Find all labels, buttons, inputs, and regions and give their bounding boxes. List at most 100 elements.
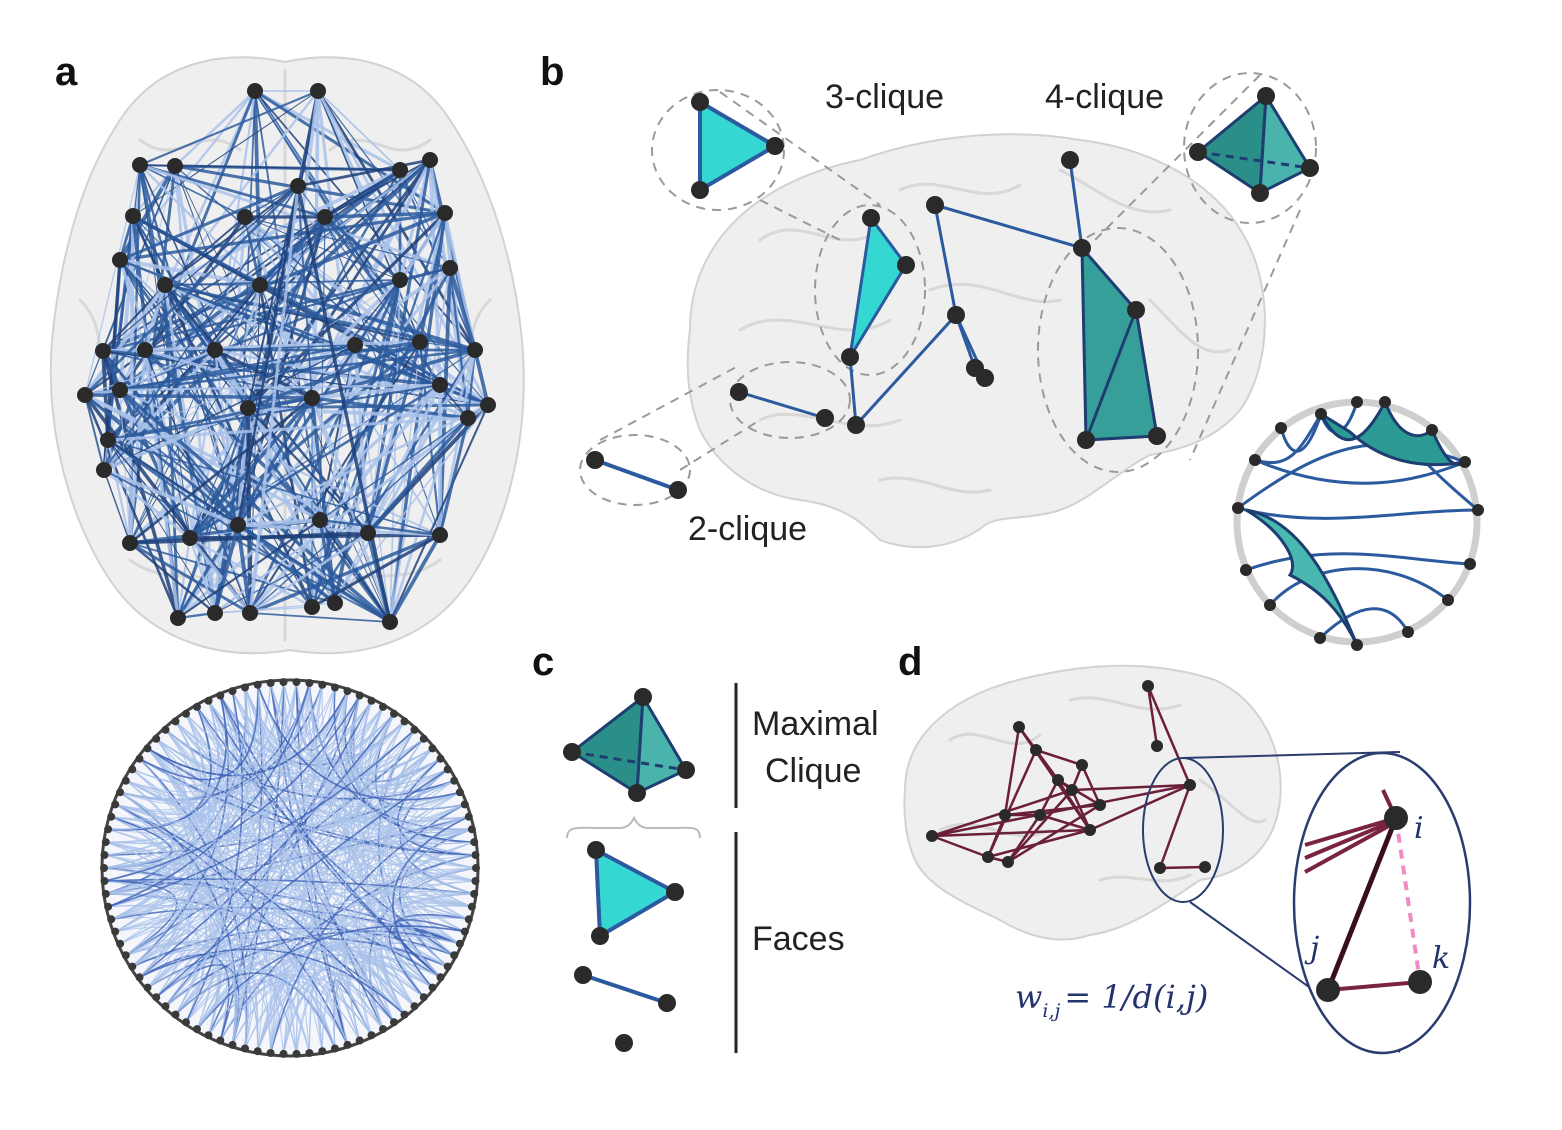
circular-edge bbox=[108, 905, 200, 1015]
maroon-edge bbox=[1158, 784, 1192, 869]
node-icon bbox=[355, 691, 364, 700]
circular-edge bbox=[107, 729, 416, 908]
circular-edge bbox=[114, 684, 323, 933]
zoom-leader-lines bbox=[599, 74, 1301, 471]
axial-edge bbox=[103, 185, 299, 471]
circular-edge bbox=[390, 738, 477, 869]
axial-edge bbox=[254, 89, 401, 172]
node-icon bbox=[143, 744, 152, 753]
axial-edge bbox=[311, 348, 476, 400]
circular-edge bbox=[105, 841, 415, 1007]
axial-edge bbox=[249, 417, 469, 614]
axial-edge bbox=[247, 406, 469, 420]
axial-edge bbox=[310, 397, 337, 604]
circular-edge bbox=[104, 878, 475, 895]
circular-edge bbox=[103, 803, 174, 869]
axial-edge bbox=[83, 394, 180, 619]
maroon-edge bbox=[987, 828, 1091, 859]
node-icon bbox=[982, 851, 994, 863]
node-icon bbox=[331, 683, 339, 692]
node-icon bbox=[410, 725, 419, 734]
node-icon bbox=[1240, 564, 1252, 576]
circular-plot-nodes bbox=[100, 678, 480, 1058]
axial-edge bbox=[248, 279, 402, 614]
circular-edge bbox=[139, 948, 406, 1016]
sagittal-brain-small-icon bbox=[903, 664, 1282, 941]
node-icon bbox=[1351, 396, 1363, 408]
axial-edge bbox=[188, 537, 217, 614]
node-icon bbox=[1151, 740, 1163, 752]
node-icon bbox=[112, 252, 128, 268]
maroon-edge bbox=[931, 828, 1091, 838]
node-icon bbox=[587, 841, 605, 859]
axial-edge bbox=[246, 407, 252, 614]
node-icon bbox=[460, 410, 476, 426]
node-icon bbox=[240, 400, 256, 416]
node-icon bbox=[1199, 861, 1211, 873]
faces-label: Faces bbox=[752, 920, 845, 958]
maroon-network-nodes bbox=[926, 680, 1211, 874]
node-icon bbox=[1314, 632, 1326, 644]
node-icon bbox=[111, 927, 120, 936]
brain-4clique-edge bbox=[1084, 309, 1138, 441]
axial-edge bbox=[244, 216, 401, 281]
node-icon bbox=[331, 1044, 339, 1053]
node-icon bbox=[279, 678, 288, 687]
node-icon bbox=[107, 915, 116, 924]
maroon-edge bbox=[931, 834, 989, 859]
node-icon bbox=[400, 1010, 409, 1019]
node-icon bbox=[230, 517, 246, 533]
axial-network-nodes bbox=[77, 83, 496, 630]
circular-edge bbox=[115, 803, 473, 908]
circular-edge bbox=[139, 684, 259, 781]
circular-edge bbox=[333, 841, 475, 1049]
axial-edge bbox=[84, 348, 476, 397]
node-icon bbox=[1472, 504, 1484, 516]
node-i-icon bbox=[1384, 806, 1408, 830]
circular-edge bbox=[404, 791, 475, 845]
node-icon bbox=[472, 864, 480, 872]
axial-edge bbox=[119, 349, 216, 391]
sagittal-brain-icon bbox=[686, 133, 1266, 549]
circular-edge bbox=[257, 684, 270, 1052]
axial-edge bbox=[106, 439, 132, 544]
node-icon bbox=[318, 1047, 327, 1056]
node-icon bbox=[410, 1002, 419, 1011]
node-icon bbox=[1076, 759, 1088, 771]
axial-edge bbox=[310, 397, 370, 534]
node-icon bbox=[161, 725, 170, 734]
node-icon bbox=[1379, 396, 1391, 408]
node-icon bbox=[437, 205, 453, 221]
axial-edge bbox=[249, 533, 441, 615]
axial-edge bbox=[164, 216, 246, 286]
panel-a-label: a bbox=[55, 50, 78, 94]
maroon-edge bbox=[1057, 778, 1101, 807]
circular-edge bbox=[175, 721, 242, 1045]
node-icon bbox=[1257, 87, 1275, 105]
axial-edge bbox=[119, 258, 261, 287]
node-icon bbox=[327, 595, 343, 611]
node-icon bbox=[467, 825, 476, 834]
node-icon bbox=[436, 973, 445, 982]
maximal-clique-label-line2: Clique bbox=[765, 752, 861, 790]
node-icon bbox=[450, 776, 459, 785]
node-icon bbox=[471, 851, 480, 859]
node-icon bbox=[161, 1002, 170, 1011]
circular-edge bbox=[392, 815, 470, 989]
node-icon bbox=[128, 765, 137, 774]
circular-edge bbox=[111, 700, 372, 820]
node-icon bbox=[691, 181, 709, 199]
axial-edge bbox=[248, 185, 300, 614]
zoom-4clique-side-face bbox=[1258, 91, 1313, 196]
circular-edge bbox=[125, 780, 461, 945]
node-icon bbox=[443, 962, 452, 971]
node-icon bbox=[182, 709, 190, 718]
node-icon bbox=[112, 382, 128, 398]
edge-i-j bbox=[1325, 817, 1399, 991]
axial-edge bbox=[311, 383, 441, 400]
node-icon bbox=[816, 409, 834, 427]
circular-edge bbox=[319, 978, 384, 1052]
axial-edge bbox=[366, 384, 442, 534]
circular-edge bbox=[185, 713, 433, 782]
node-icon bbox=[77, 387, 93, 403]
